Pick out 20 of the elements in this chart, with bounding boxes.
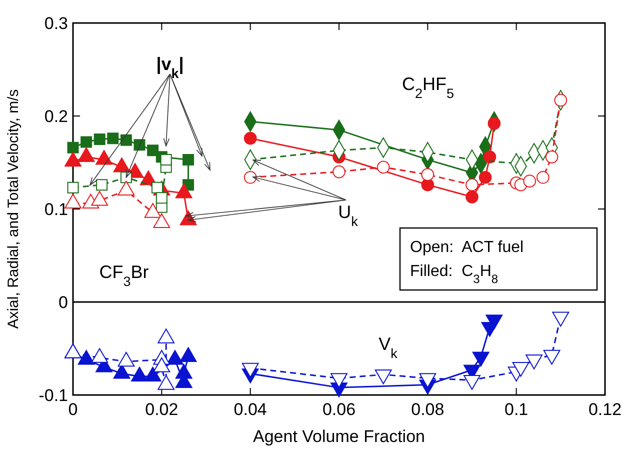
annotation: V$_{k}$ [378,334,398,360]
y-tick-label: 0.3 [44,14,68,33]
x-tick-label: 0.02 [145,400,178,419]
y-tick-label: 0.2 [44,107,68,126]
y-tick-label: 0.1 [44,200,68,219]
x-tick-label: 0.04 [234,400,267,419]
annotation: CF$_{3}$Br [99,262,149,288]
x-tick-label: 0.12 [588,400,622,419]
y-axis-title: Axial, Radial, and Total Velocity, m/s [5,89,22,329]
x-tick-label: 0.08 [411,400,444,419]
annotation: U$_{k}$ [338,202,358,228]
annotation: Filled: C$_{3}$H$_{8}$ [410,263,498,286]
x-tick-label: 0.1 [504,400,528,419]
y-tick-label: -0.1 [38,386,68,405]
y-tick-label: 0 [58,293,68,312]
annotation: C$_{2}$HF$_{5}$ [402,74,454,100]
annotation: |v$_{k}$| [156,54,184,80]
x-axis-title: Agent Volume Fraction [253,427,425,446]
annotation: Open: ACT fuel [410,239,524,256]
x-tick-label: 0.06 [322,400,356,419]
